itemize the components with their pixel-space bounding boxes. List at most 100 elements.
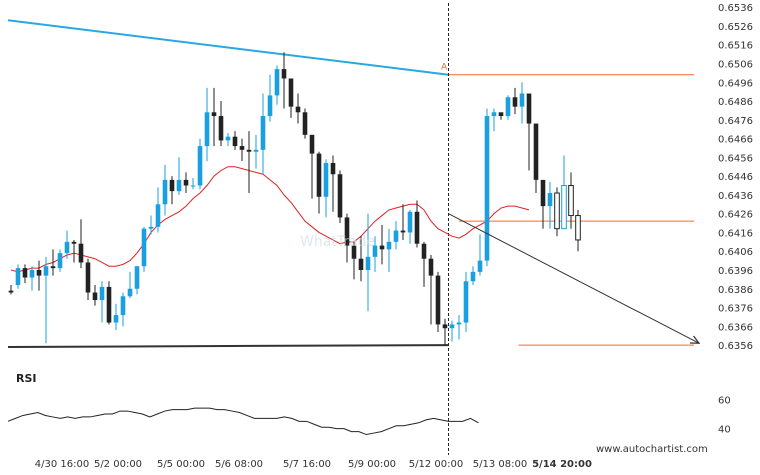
candle-body xyxy=(204,112,210,147)
candle-body xyxy=(449,324,455,329)
price-axis-label: 0.6386 xyxy=(718,285,753,296)
price-axis-label: 0.6426 xyxy=(718,210,753,221)
price-axis-label: 0.6406 xyxy=(718,247,753,258)
candle-body xyxy=(197,146,203,186)
footer-url: www.autochartist.com xyxy=(596,444,708,455)
projection-arrow-head xyxy=(689,335,701,344)
candle-body xyxy=(211,112,217,117)
candle-body xyxy=(92,292,98,301)
price-axis-label: 0.6526 xyxy=(718,22,753,33)
candle-body xyxy=(316,153,322,197)
price-axis-label: 0.6436 xyxy=(718,191,753,202)
candle-body xyxy=(85,262,91,293)
time-axis-label: 5/13 08:00 xyxy=(473,459,527,470)
rsi-axis-label: 40 xyxy=(718,425,731,436)
candle-body xyxy=(491,112,497,117)
candle-body xyxy=(253,149,259,152)
candle-body xyxy=(477,260,483,272)
candle-body xyxy=(407,211,413,233)
candle-body xyxy=(358,258,364,270)
price-axis-label: 0.6416 xyxy=(718,228,753,239)
candle-body xyxy=(281,69,287,79)
candle-body xyxy=(141,228,147,267)
rsi-panel: 60 40 xyxy=(7,395,731,436)
candle-body xyxy=(414,211,420,244)
candle-body xyxy=(64,241,70,254)
candle-body xyxy=(484,116,490,261)
time-axis-label: 5/14 20:00 xyxy=(532,459,592,470)
candle-body xyxy=(225,136,231,141)
candle-body xyxy=(323,162,329,197)
candle-body xyxy=(183,179,189,186)
candle-body xyxy=(456,322,462,325)
time-axis-label: 5/2 00:00 xyxy=(94,459,142,470)
candle-body xyxy=(372,245,378,257)
candle-body xyxy=(43,266,49,276)
candle-body xyxy=(540,179,546,207)
price-axis-label: 0.6376 xyxy=(718,304,753,315)
candle-body xyxy=(162,179,168,205)
candle-body xyxy=(8,290,14,293)
candle-body xyxy=(365,256,371,270)
candle-body xyxy=(246,149,252,152)
time-axis-label: 5/9 00:00 xyxy=(348,459,396,470)
candle-body xyxy=(288,78,294,107)
candle-body xyxy=(127,288,133,297)
candle-body xyxy=(561,185,567,230)
candle-body xyxy=(260,116,266,150)
rsi-label: RSI xyxy=(16,372,37,385)
candle-body xyxy=(519,93,525,107)
price-panel: A 0.6536 0.6526 0.6516 0.6506 0.6496 0.6486 0.6… xyxy=(7,3,753,470)
price-axis-label: 0.6476 xyxy=(718,116,753,127)
candle-body xyxy=(148,226,154,229)
candle-body xyxy=(330,162,336,175)
candle-body xyxy=(71,241,77,244)
candle-body xyxy=(435,275,441,325)
candle-body xyxy=(134,266,140,289)
candle-body xyxy=(512,97,518,107)
support-trendline xyxy=(7,344,449,348)
candle-body xyxy=(463,281,469,323)
watermark-text: WhatTrade xyxy=(300,234,375,250)
candle-body xyxy=(78,243,84,263)
candle-body xyxy=(218,116,224,141)
price-axis-label: 0.6466 xyxy=(718,135,753,146)
price-axis-label: 0.6516 xyxy=(718,41,753,52)
time-axis-label: 5/6 08:00 xyxy=(215,459,263,470)
candle-body xyxy=(50,266,56,269)
candle-body xyxy=(351,245,357,259)
candle-body xyxy=(267,95,273,117)
candle-body xyxy=(400,230,406,233)
candle-body xyxy=(533,123,539,180)
candle-body xyxy=(554,192,560,230)
candle-body xyxy=(29,269,35,278)
candle-body xyxy=(302,112,308,135)
candle-body xyxy=(232,136,238,147)
projection-arrow-line xyxy=(448,213,700,344)
candle-body xyxy=(190,185,196,187)
candle-body xyxy=(386,241,392,250)
candle-body xyxy=(568,185,574,217)
candle-body xyxy=(498,112,504,117)
candle-body xyxy=(470,271,476,282)
candle-body xyxy=(22,268,28,278)
candle-body xyxy=(337,174,343,218)
candle-body xyxy=(295,106,301,113)
candle-body xyxy=(99,286,105,301)
candle-body xyxy=(106,286,112,323)
candle-body xyxy=(428,258,434,276)
rsi-line-extension xyxy=(448,417,479,424)
pattern-point-label: A xyxy=(441,63,448,73)
candle-body xyxy=(575,215,581,241)
rsi-axis-label: 60 xyxy=(718,395,731,406)
candle-body xyxy=(120,296,126,316)
price-axis-label: 0.6486 xyxy=(718,97,753,108)
candle-body xyxy=(526,93,532,124)
candle-body xyxy=(15,268,21,286)
candle-body xyxy=(169,179,175,192)
candle-body xyxy=(421,243,427,259)
candle-body xyxy=(36,269,42,276)
candle-body xyxy=(379,245,385,250)
price-axis-label: 0.6446 xyxy=(718,172,753,183)
